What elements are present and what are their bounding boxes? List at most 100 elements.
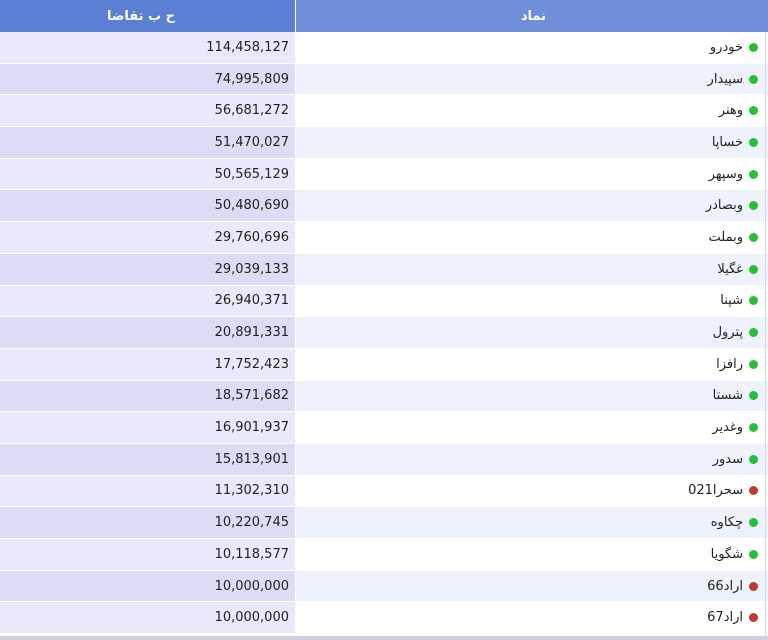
table-row[interactable]: 20,891,331 پترول xyxy=(0,317,768,349)
table-row[interactable]: 10,220,745 چکاوه xyxy=(0,507,768,539)
symbol-cell[interactable]: سدور xyxy=(296,443,768,475)
demand-value-cell: 17,752,423 xyxy=(0,348,296,380)
status-dot-icon xyxy=(749,423,758,433)
symbol-cell[interactable]: شگویا xyxy=(296,539,768,570)
demand-value-cell: 20,891,331 xyxy=(0,317,296,348)
symbol-cell[interactable]: سپیدار xyxy=(296,63,768,95)
status-dot-icon xyxy=(749,232,758,242)
symbol-wrapper: غگیلا xyxy=(717,262,758,277)
table-row[interactable]: 17,752,423 رافزا xyxy=(0,348,768,381)
demand-value-cell: 10,220,745 xyxy=(0,507,296,538)
table-row[interactable]: 51,470,027 خساپا xyxy=(0,127,768,159)
symbol-cell[interactable]: غگیلا xyxy=(296,253,768,285)
table-row[interactable]: 10,000,000 اراد66 xyxy=(0,570,768,603)
table-row[interactable]: 29,039,133 غگیلا xyxy=(0,253,768,286)
symbol-wrapper: وبصادر xyxy=(706,198,758,213)
table-row[interactable]: 74,995,809 سپیدار xyxy=(0,63,768,96)
status-dot-icon xyxy=(749,74,758,84)
demand-value-cell: 26,940,371 xyxy=(0,285,296,317)
symbol-wrapper: شگویا xyxy=(711,547,758,562)
header-demand-label: ح ب تقاضا xyxy=(106,8,175,24)
table-row[interactable]: 18,571,682 شستا xyxy=(0,380,768,413)
table-row[interactable]: 50,565,129 وسپهر xyxy=(0,158,768,191)
symbol-cell[interactable]: خودرو xyxy=(296,32,768,63)
status-dot-icon xyxy=(749,296,758,306)
header-symbol-label: نماد xyxy=(520,8,546,24)
demand-value-cell: 16,901,937 xyxy=(0,412,296,443)
horizontal-scrollbar[interactable] xyxy=(0,636,768,640)
header-demand-value[interactable]: ح ب تقاضا xyxy=(0,0,296,32)
symbol-wrapper: پترول xyxy=(713,325,758,340)
table-row[interactable]: 56,681,272 وهنر xyxy=(0,95,768,128)
symbol-label: سدور xyxy=(712,451,743,467)
symbol-cell[interactable]: شستا xyxy=(296,380,768,412)
symbol-cell[interactable]: رافزا xyxy=(296,348,768,380)
symbol-wrapper: رافزا xyxy=(716,357,758,372)
status-dot-icon xyxy=(749,486,758,496)
status-dot-icon xyxy=(749,613,758,623)
symbol-cell[interactable]: اراد66 xyxy=(296,570,768,602)
symbol-label: خساپا xyxy=(711,134,743,150)
symbol-cell[interactable]: وبصادر xyxy=(296,190,768,222)
status-dot-icon xyxy=(749,581,758,591)
table-row[interactable]: 10,118,577 شگویا xyxy=(0,539,768,571)
table-row[interactable]: 11,302,310 سحرا021 xyxy=(0,475,768,508)
symbol-cell[interactable]: سحرا021 xyxy=(296,475,768,507)
symbol-cell[interactable]: وغدیر xyxy=(296,412,768,443)
status-dot-icon xyxy=(749,106,758,116)
symbol-wrapper: شپنا xyxy=(720,293,758,308)
demand-value-cell: 15,813,901 xyxy=(0,443,296,475)
symbol-label: سپیدار xyxy=(707,71,743,87)
symbol-label: اراد66 xyxy=(707,578,743,594)
symbol-wrapper: خساپا xyxy=(712,135,758,150)
symbol-wrapper: اراد66 xyxy=(707,579,758,594)
symbol-wrapper: سدور xyxy=(713,452,758,467)
symbol-cell[interactable]: وبملت xyxy=(296,222,768,253)
table-header: ح ب تقاضا نماد xyxy=(0,0,768,32)
table-row[interactable]: 16,901,937 وغدیر xyxy=(0,412,768,444)
table-row[interactable]: 10,000,000 اراد67 xyxy=(0,602,768,635)
table-body: 114,458,127 خودرو 74,995,809 سپیدار 56,681,2… xyxy=(0,32,768,635)
symbol-wrapper: وغدیر xyxy=(712,420,758,435)
table-row[interactable]: 29,760,696 وبملت xyxy=(0,222,768,254)
demand-value-cell: 29,760,696 xyxy=(0,222,296,253)
table-row[interactable]: 114,458,127 خودرو xyxy=(0,32,768,64)
symbol-label: پترول xyxy=(712,325,743,341)
symbol-wrapper: خودرو xyxy=(710,40,758,55)
status-dot-icon xyxy=(749,264,758,274)
symbol-wrapper: چکاوه xyxy=(711,515,758,530)
symbol-cell[interactable]: شپنا xyxy=(296,285,768,317)
table-row[interactable]: 50,480,690 وبصادر xyxy=(0,190,768,223)
demand-value-cell: 114,458,127 xyxy=(0,32,296,63)
symbol-label: شستا xyxy=(712,388,743,404)
symbol-label: سحرا021 xyxy=(688,483,743,499)
symbol-cell[interactable]: پترول xyxy=(296,317,768,348)
status-dot-icon xyxy=(749,549,758,559)
table-row[interactable]: 26,940,371 شپنا xyxy=(0,285,768,318)
status-dot-icon xyxy=(749,518,758,528)
symbol-cell[interactable]: وسپهر xyxy=(296,158,768,190)
symbol-label: خودرو xyxy=(709,39,743,55)
status-dot-icon xyxy=(749,201,758,211)
scrollbar-track[interactable] xyxy=(765,32,766,640)
symbol-label: وبصادر xyxy=(705,198,743,214)
demand-value-cell: 11,302,310 xyxy=(0,475,296,507)
demand-value-cell: 18,571,682 xyxy=(0,380,296,412)
header-symbol[interactable]: نماد xyxy=(296,0,768,32)
symbol-wrapper: سپیدار xyxy=(708,72,758,87)
demand-value-cell: 29,039,133 xyxy=(0,253,296,285)
status-dot-icon xyxy=(749,454,758,464)
symbol-label: وسپهر xyxy=(708,166,743,182)
table-row[interactable]: 15,813,901 سدور xyxy=(0,443,768,476)
symbol-cell[interactable]: خساپا xyxy=(296,127,768,158)
symbol-cell[interactable]: وهنر xyxy=(296,95,768,127)
symbol-wrapper: اراد67 xyxy=(707,610,758,625)
demand-value-cell: 10,000,000 xyxy=(0,570,296,602)
demand-value-cell: 74,995,809 xyxy=(0,63,296,95)
symbol-wrapper: سحرا021 xyxy=(688,483,758,498)
demand-value-cell: 50,565,129 xyxy=(0,158,296,190)
symbol-label: غگیلا xyxy=(717,261,743,277)
symbol-cell[interactable]: اراد67 xyxy=(296,602,768,634)
symbol-cell[interactable]: چکاوه xyxy=(296,507,768,538)
